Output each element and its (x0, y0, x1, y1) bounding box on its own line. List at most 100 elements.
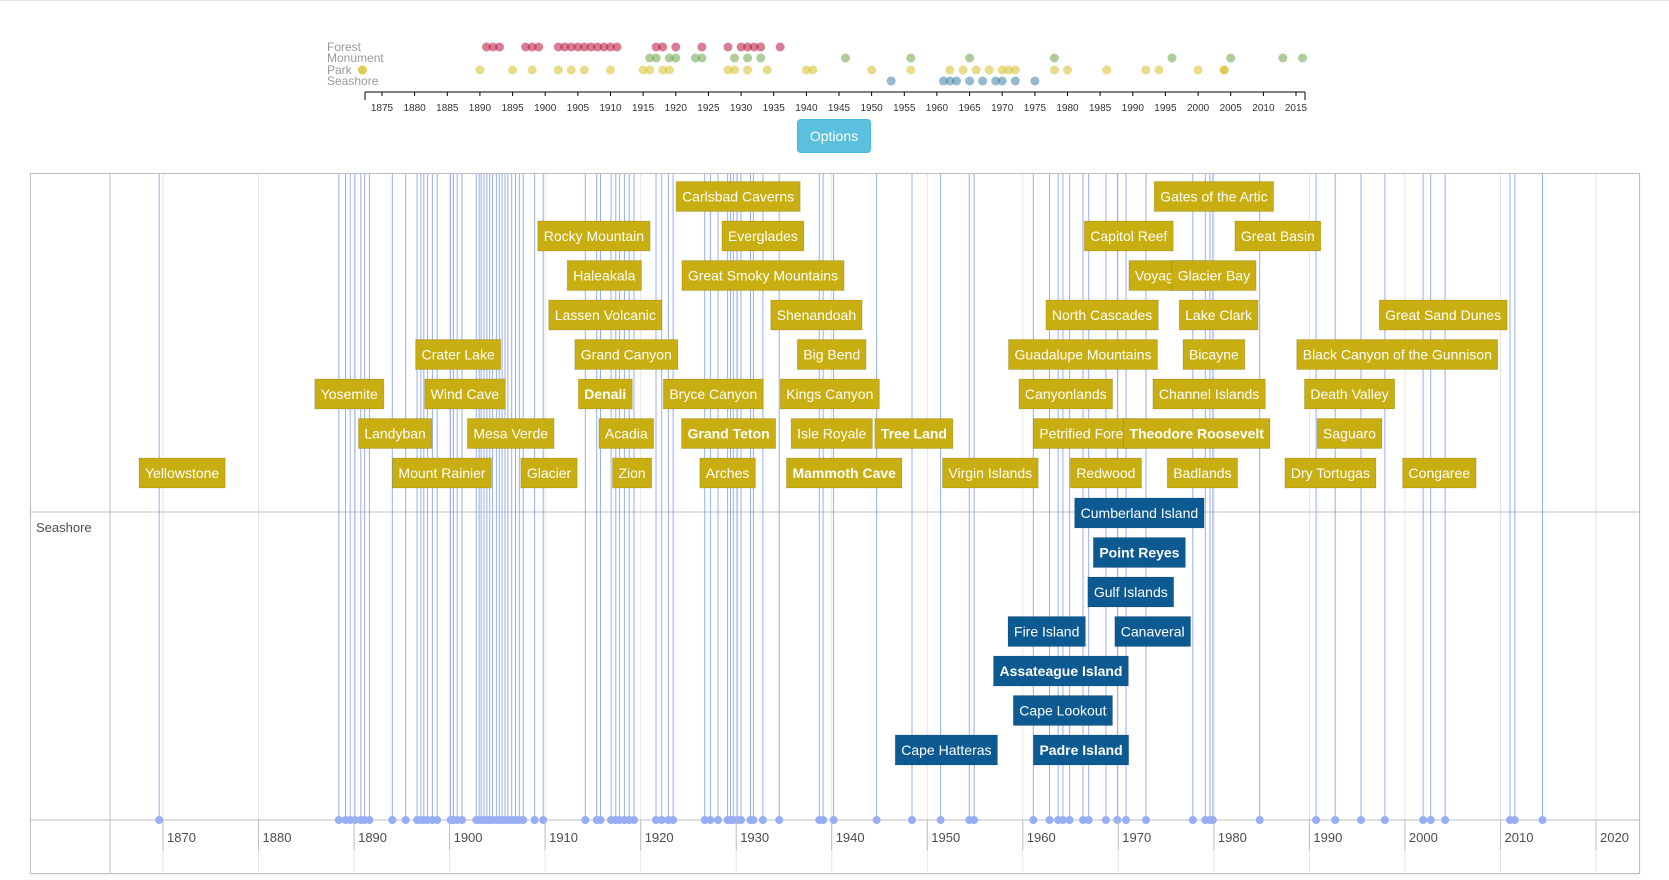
item-dot[interactable] (1441, 816, 1450, 824)
item-dot[interactable] (1380, 816, 1389, 824)
item-dot[interactable] (1255, 816, 1264, 824)
item-dot[interactable] (581, 816, 590, 824)
item-canyonlands[interactable]: Canyonlands (1018, 378, 1114, 410)
item-glacier[interactable]: Glacier (520, 457, 578, 489)
item-dot[interactable] (1045, 816, 1054, 824)
item-dot[interactable] (351, 816, 359, 824)
item-capitol-reef[interactable]: Capitol Reef (1083, 220, 1174, 252)
item-guadalupe-mountains[interactable]: Guadalupe Mountains (1008, 339, 1158, 370)
item-channel-islands[interactable]: Channel Islands (1152, 378, 1266, 410)
item-dot[interactable] (829, 816, 838, 824)
item-great-basin[interactable]: Great Basin (1234, 220, 1322, 252)
item-fire-island[interactable]: Fire Island (1007, 616, 1086, 647)
item-dot[interactable] (737, 816, 745, 824)
item-everglades[interactable]: Everglades (721, 220, 805, 252)
item-bicayne[interactable]: Bicayne (1182, 339, 1246, 370)
item-dot[interactable] (775, 816, 784, 824)
item-assateague-island[interactable]: Assateague Island (993, 655, 1129, 687)
item-dot[interactable] (970, 816, 979, 824)
item-dot[interactable] (1208, 816, 1217, 824)
item-wind-cave[interactable]: Wind Cave (424, 378, 506, 410)
item-dot[interactable] (530, 816, 539, 824)
item-lake-clark[interactable]: Lake Clark (1178, 299, 1259, 331)
item-dot[interactable] (1510, 816, 1519, 824)
item-dot[interactable] (1122, 816, 1130, 824)
item-yosemite[interactable]: Yosemite (314, 378, 385, 410)
item-dot[interactable] (758, 816, 767, 824)
item-cape-hatteras[interactable]: Cape Hatteras (894, 734, 999, 766)
item-landyban[interactable]: Landyban (357, 418, 433, 449)
item-gulf-islands[interactable]: Gulf Islands (1087, 576, 1175, 608)
item-haleakala[interactable]: Haleakala (566, 260, 643, 291)
item-dot[interactable] (652, 816, 660, 824)
item-dot[interactable] (539, 816, 548, 824)
item-great-sand-dunes[interactable]: Great Sand Dunes (1378, 299, 1508, 331)
item-dot[interactable] (1357, 816, 1365, 824)
item-dot[interactable] (1188, 816, 1197, 824)
item-dot[interactable] (401, 816, 410, 824)
item-dot[interactable] (1029, 816, 1038, 824)
item-dot[interactable] (155, 816, 164, 824)
item-great-smoky-mountains[interactable]: Great Smoky Mountains (681, 260, 845, 291)
item-cape-lookout[interactable]: Cape Lookout (1012, 695, 1113, 726)
item-dot[interactable] (458, 816, 466, 824)
item-dot[interactable] (1419, 816, 1428, 824)
item-petrified-forest[interactable]: Petrified Forest (1032, 418, 1141, 449)
item-zion[interactable]: Zion (612, 457, 653, 489)
item-dot[interactable] (365, 816, 374, 824)
item-dot[interactable] (1065, 816, 1074, 824)
item-dot[interactable] (1079, 816, 1087, 824)
item-dot[interactable] (669, 816, 678, 824)
item-dot[interactable] (1084, 816, 1093, 824)
item-death-valley[interactable]: Death Valley (1303, 378, 1396, 410)
item-dot[interactable] (908, 816, 916, 824)
item-rocky-mountain[interactable]: Rocky Mountain (537, 220, 651, 252)
item-shenandoah[interactable]: Shenandoah (770, 299, 863, 331)
item-tree-land[interactable]: Tree Land (874, 418, 954, 449)
item-dot[interactable] (519, 816, 528, 824)
item-dot[interactable] (1538, 816, 1547, 824)
item-big-bend[interactable]: Big Bend (796, 339, 867, 370)
item-dot[interactable] (1331, 816, 1340, 824)
item-dot[interactable] (1142, 816, 1150, 824)
item-dot[interactable] (1113, 816, 1122, 824)
item-dot[interactable] (433, 816, 442, 824)
item-virgin-islands[interactable]: Virgin Islands (941, 457, 1039, 489)
item-acadia[interactable]: Acadia (598, 418, 655, 449)
item-saguaro[interactable]: Saguaro (1316, 418, 1383, 449)
item-dot[interactable] (819, 816, 828, 824)
item-cumberland-island[interactable]: Cumberland Island (1074, 497, 1205, 529)
item-black-canyon-of-the-gunnison[interactable]: Black Canyon of the Gunnison (1296, 339, 1499, 370)
item-dot[interactable] (700, 816, 709, 824)
item-lassen-volcanic[interactable]: Lassen Volcanic (548, 299, 663, 331)
item-dot[interactable] (657, 816, 666, 824)
item-yellowstone[interactable]: Yellowstone (138, 457, 226, 489)
item-mesa-verde[interactable]: Mesa Verde (466, 418, 555, 449)
item-glacier-bay[interactable]: Glacier Bay (1171, 260, 1257, 291)
item-point-reyes[interactable]: Point Reyes (1092, 537, 1186, 568)
item-dot[interactable] (1101, 816, 1110, 824)
item-arches[interactable]: Arches (699, 457, 756, 489)
item-denali[interactable]: Denali (577, 378, 633, 410)
item-congaree[interactable]: Congaree (1402, 457, 1477, 489)
item-dot[interactable] (1312, 816, 1321, 824)
item-dot[interactable] (749, 816, 758, 824)
item-dot[interactable] (1426, 816, 1435, 824)
item-dry-tortugas[interactable]: Dry Tortugas (1284, 457, 1377, 489)
item-grand-canyon[interactable]: Grand Canyon (574, 339, 679, 370)
options-button[interactable]: Options (797, 119, 871, 153)
item-bryce-canyon[interactable]: Bryce Canyon (662, 378, 764, 410)
item-grand-teton[interactable]: Grand Teton (681, 418, 777, 449)
item-dot[interactable] (706, 816, 715, 824)
item-theodore-roosevelt[interactable]: Theodore Roosevelt (1122, 418, 1271, 449)
item-badlands[interactable]: Badlands (1166, 457, 1239, 489)
item-mammoth-cave[interactable]: Mammoth Cave (785, 457, 903, 489)
item-dot[interactable] (714, 816, 722, 824)
item-dot[interactable] (596, 816, 605, 824)
item-mount-rainier[interactable]: Mount Rainier (391, 457, 493, 489)
item-dot[interactable] (334, 816, 343, 824)
item-dot[interactable] (630, 816, 638, 824)
item-north-cascades[interactable]: North Cascades (1045, 299, 1159, 331)
item-dot[interactable] (872, 816, 881, 824)
item-kings-canyon[interactable]: Kings Canyon (779, 378, 880, 410)
